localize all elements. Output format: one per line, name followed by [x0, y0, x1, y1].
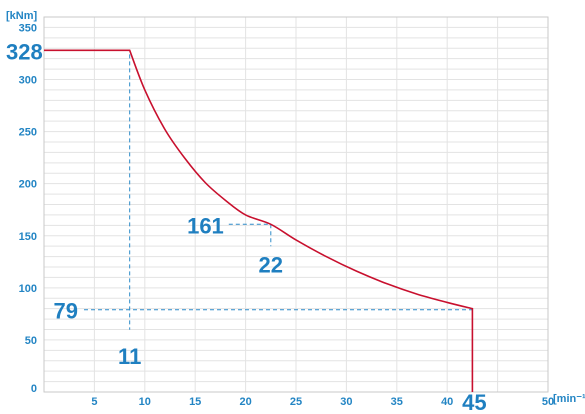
annotation-label-22: 22 [259, 252, 283, 277]
plot-frame [43, 16, 549, 393]
annotation-label-161: 161 [187, 213, 224, 238]
y-tick-label: 200 [19, 179, 37, 191]
x-tick-label: 35 [391, 396, 403, 408]
annotation-label-11: 11 [118, 344, 141, 369]
annotation-label-45: 45 [462, 390, 486, 414]
annotation-label-79: 79 [54, 299, 78, 324]
tick-labels: 5 10 15 20 25 30 35 40 50 0 50 100 150 200 250 300 350 [19, 22, 554, 408]
y-tick-label: 300 [19, 75, 37, 87]
x-tick-label: 15 [189, 396, 201, 408]
x-tick-label: 5 [91, 396, 97, 408]
x-tick-label: 30 [340, 396, 352, 408]
series-layer [44, 49, 474, 392]
x-tick-label: 10 [139, 396, 151, 408]
y-tick-label: 50 [25, 335, 37, 347]
x-tick-label: 40 [441, 396, 453, 408]
x-axis-label: [min⁻¹] [553, 393, 585, 405]
y-tick-label: 350 [19, 22, 37, 34]
series-line [44, 49, 474, 392]
y-tick-label: 0 [31, 383, 37, 395]
y-tick-label: 250 [19, 127, 37, 139]
annotation-label-328: 328 [6, 39, 43, 64]
x-tick-label: 25 [290, 396, 302, 408]
y-tick-label: 150 [19, 231, 37, 243]
grid [44, 16, 549, 392]
annotation-labels: 328 161 79 11 22 45 [6, 39, 487, 414]
y-tick-label: 100 [19, 283, 37, 295]
x-tick-label: 20 [239, 396, 251, 408]
axes [43, 16, 549, 393]
annotation-guides [84, 54, 473, 330]
x-tick-label: 50 [542, 396, 554, 408]
y-axis-label: [kNm] [6, 10, 38, 22]
